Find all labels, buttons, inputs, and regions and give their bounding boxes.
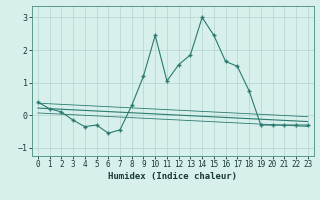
X-axis label: Humidex (Indice chaleur): Humidex (Indice chaleur) bbox=[108, 172, 237, 181]
